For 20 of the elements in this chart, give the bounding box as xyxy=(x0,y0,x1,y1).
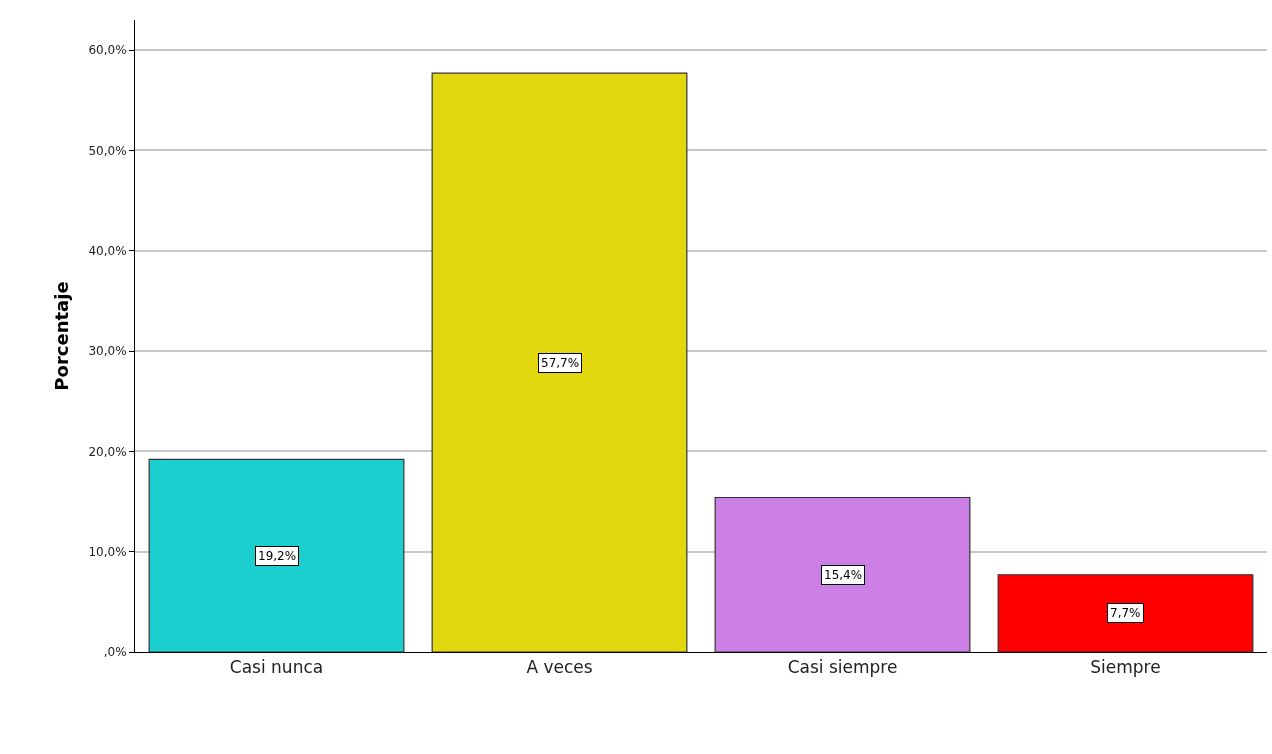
x-tick-label: Casi siempre xyxy=(787,657,898,678)
bar xyxy=(431,72,688,652)
y-tick-label: 40,0% xyxy=(88,243,127,258)
y-tick-label: 50,0% xyxy=(88,143,127,158)
bar xyxy=(148,458,405,652)
bar xyxy=(714,496,971,652)
y-axis-title: Porcentaje xyxy=(50,281,72,391)
data-label: 15,4% xyxy=(824,568,863,582)
y-tick-label: 10,0% xyxy=(88,544,127,559)
y-tick-label: ,0% xyxy=(103,645,127,660)
data-label: 19,2% xyxy=(258,549,297,563)
y-tick-label: 20,0% xyxy=(88,444,127,459)
x-tick-label: Casi nunca xyxy=(229,657,324,678)
y-tick-label: 30,0% xyxy=(88,344,127,359)
bar xyxy=(997,574,1254,652)
x-tick-label: Siempre xyxy=(1090,657,1161,678)
data-label: 57,7% xyxy=(541,356,580,370)
data-label: 7,7% xyxy=(1110,606,1141,620)
y-tick-label: 60,0% xyxy=(88,43,127,58)
x-tick-label: A veces xyxy=(526,657,593,678)
